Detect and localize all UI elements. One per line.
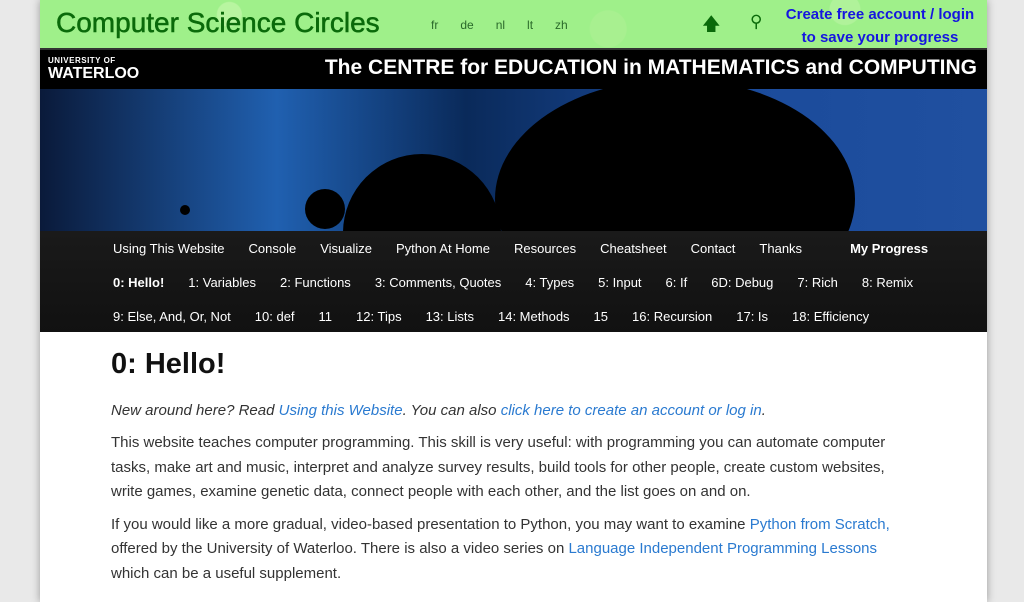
fractal-main: [495, 89, 855, 231]
lesson-link[interactable]: 6: If: [665, 274, 688, 290]
lang-nl[interactable]: nl: [495, 18, 506, 32]
main-nav: Using This Website Console Visualize Python…: [40, 231, 987, 332]
lesson-link[interactable]: 8: Remix: [861, 274, 914, 290]
lang-lt[interactable]: lt: [527, 18, 534, 32]
cemc-title: The CENTRE for EDUCATION in MATHEMATICS …: [324, 56, 977, 79]
intro-text: . You can also: [402, 401, 501, 419]
nav-link[interactable]: Cheatsheet: [600, 240, 667, 256]
lesson-link[interactable]: 5: Input: [598, 274, 642, 290]
nav-link[interactable]: Python At Home: [396, 240, 490, 256]
lesson-link[interactable]: 15: [593, 308, 609, 324]
waterloo-logo[interactable]: UNIVERSITY OF WATERLOO: [48, 56, 139, 82]
lesson-link[interactable]: 2: Functions: [279, 274, 351, 290]
lesson-link[interactable]: 6D: Debug: [711, 274, 774, 290]
paragraph-2: If you would like a more gradual, video-…: [111, 513, 916, 587]
fractal-bulb: [343, 154, 501, 231]
nav-link[interactable]: Visualize: [320, 240, 373, 256]
using-website-link[interactable]: Using this Website: [278, 401, 403, 419]
intro-text: .: [761, 401, 766, 419]
account-line2[interactable]: to save your progress: [801, 29, 959, 46]
lesson-link[interactable]: 1: Variables: [188, 274, 256, 290]
nav-link[interactable]: Contact: [690, 240, 736, 256]
python-from-scratch-link[interactable]: Python from Scratch,: [749, 515, 890, 533]
nav-row-1: Using This Website Console Visualize Python…: [113, 231, 987, 265]
cemc-bar: UNIVERSITY OF WATERLOO The CENTRE for EDU…: [40, 48, 987, 89]
site-title[interactable]: Computer Science Circles: [56, 7, 380, 39]
lesson-link[interactable]: 0: Hello!: [113, 274, 165, 290]
lesson-link[interactable]: 17: Is: [736, 308, 769, 324]
my-progress-link[interactable]: My Progress: [850, 240, 929, 256]
nav-link[interactable]: Console: [248, 240, 297, 256]
intro-text: New around here? Read: [111, 401, 279, 419]
main-content: 0: Hello! New around here? Read Using th…: [40, 348, 987, 587]
lesson-link[interactable]: 11: [318, 308, 333, 324]
lesson-link[interactable]: 3: Comments, Quotes: [374, 274, 502, 290]
p2-text: offered by the University of Waterloo. T…: [111, 540, 569, 557]
lang-de[interactable]: de: [460, 18, 474, 32]
lesson-link[interactable]: 12: Tips: [356, 308, 402, 324]
language-links: fr de nl lt zh: [431, 18, 568, 32]
nav-link[interactable]: Resources: [513, 240, 577, 256]
lesson-link[interactable]: 9: Else, And, Or, Not: [113, 308, 231, 324]
lesson-link[interactable]: 14: Methods: [498, 308, 570, 324]
fractal-dot: [180, 205, 190, 215]
page-title: 0: Hello!: [111, 348, 226, 380]
uw-big: WATERLOO: [48, 65, 140, 82]
lesson-link[interactable]: 7: Rich: [797, 274, 838, 290]
p2-text: If you would like a more gradual, video-…: [111, 515, 750, 533]
lesson-link[interactable]: 16: Recursion: [632, 308, 713, 324]
lesson-link[interactable]: 4: Types: [525, 274, 575, 290]
paragraph-1: This website teaches computer programmin…: [111, 434, 886, 500]
lesson-link[interactable]: 13: Lists: [425, 308, 474, 324]
fractal-bulb: [305, 189, 345, 229]
lang-fr[interactable]: fr: [431, 18, 439, 32]
nav-link[interactable]: Using This Website: [113, 240, 225, 256]
p2-text: which can be a useful supplement.: [111, 564, 342, 582]
lang-zh[interactable]: zh: [555, 18, 568, 32]
arrow-up-icon[interactable]: 🡅: [702, 14, 721, 34]
site-header: Computer Science Circles fr de nl lt zh …: [40, 0, 987, 48]
lesson-link[interactable]: 18: Efficiency: [792, 308, 870, 324]
nav-row-3: 9: Else, And, Or, Not 10: def 11 12: Tips 13…: [113, 299, 987, 333]
account-line1[interactable]: Create free account / login: [785, 6, 975, 23]
lipl-link[interactable]: Language Independent Programming Lessons: [568, 540, 878, 557]
lesson-link[interactable]: 10: def: [254, 308, 295, 324]
search-icon[interactable]: ⚲: [750, 12, 763, 31]
nav-row-2: 0: Hello! 1: Variables 2: Functions 3: Comm…: [113, 265, 987, 299]
account-link[interactable]: Create free account / login to save your …: [785, 3, 975, 49]
create-account-link[interactable]: click here to create an account or log i…: [500, 401, 762, 419]
intro-paragraph: New around here? Read Using this Website…: [111, 399, 916, 424]
nav-link[interactable]: Thanks: [759, 240, 803, 256]
mandelbrot-banner: [40, 89, 987, 231]
page: Computer Science Circles fr de nl lt zh …: [40, 0, 987, 602]
uw-small: UNIVERSITY OF: [48, 56, 116, 65]
